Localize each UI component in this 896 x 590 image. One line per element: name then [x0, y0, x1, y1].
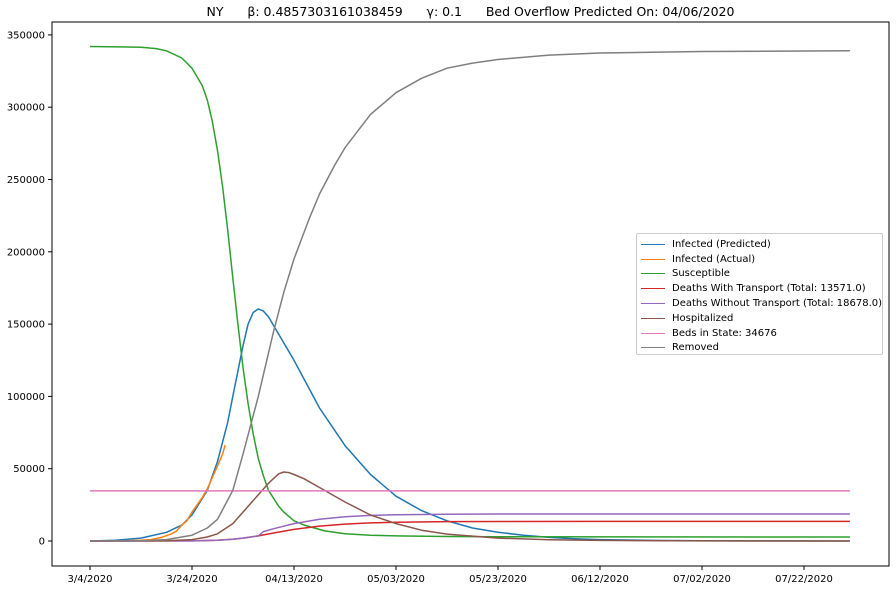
legend-swatch: [641, 273, 665, 275]
legend-label: Beds in State: 34676: [672, 327, 777, 339]
legend-label: Deaths With Transport (Total: 13571.0): [672, 283, 866, 295]
x-tick-label: 07/22/2020: [775, 574, 833, 585]
y-axis: 0 50000 100000 150000 200000 250000 300000 3500…: [7, 30, 52, 548]
y-tick-label: 250000: [7, 175, 45, 186]
legend-label: Infected (Predicted): [672, 238, 771, 250]
series-line-5: [89, 471, 850, 542]
legend-swatch: [641, 347, 665, 349]
legend-label: Susceptible: [672, 268, 730, 280]
x-tick-label: 07/02/2020: [673, 574, 731, 585]
legend-item: Hospitalized: [641, 311, 878, 326]
legend-label: Hospitalized: [672, 312, 734, 324]
x-tick-label: 3/4/2020: [68, 574, 113, 585]
y-tick-label: 50000: [13, 464, 45, 475]
legend-swatch: [641, 303, 665, 305]
legend-swatch: [641, 317, 665, 319]
y-tick-label: 350000: [7, 30, 45, 41]
series-line-4: [89, 513, 850, 542]
y-tick-label: 200000: [7, 247, 45, 258]
legend-item: Infected (Actual): [641, 252, 878, 267]
legend-item: Infected (Predicted): [641, 237, 878, 252]
y-tick-label: 100000: [7, 392, 45, 403]
series-layer: [89, 45, 850, 542]
series-line-7: [89, 50, 850, 542]
legend-item: Beds in State: 34676: [641, 326, 878, 341]
legend-swatch: [641, 243, 665, 245]
legend-swatch: [641, 332, 665, 334]
y-tick-label: 150000: [7, 320, 45, 331]
x-axis: 3/4/2020 3/24/2020 04/13/2020 05/03/2020 05/…: [68, 566, 833, 585]
series-line-2: [89, 45, 850, 538]
legend-swatch: [641, 288, 665, 290]
x-tick-label: 3/24/2020: [166, 574, 217, 585]
legend-item: Deaths Without Transport (Total: 18678.0…: [641, 296, 882, 311]
legend-swatch: [641, 258, 665, 260]
y-tick-label: 300000: [7, 103, 45, 114]
chart-title: NY β: 0.4857303161038459 γ: 0.1 Bed Over…: [206, 4, 735, 19]
series-line-1: [89, 444, 226, 542]
x-tick-label: 05/03/2020: [367, 574, 425, 585]
legend-label: Deaths Without Transport (Total: 18678.0…: [672, 298, 883, 310]
legend-label: Infected (Actual): [672, 253, 756, 265]
y-tick-label: 0: [39, 537, 45, 548]
legend-label: Removed: [672, 342, 719, 354]
x-tick-label: 05/23/2020: [469, 574, 527, 585]
plot-frame: [51, 21, 890, 567]
legend-item: Removed: [641, 341, 878, 356]
legend-item: Deaths With Transport (Total: 13571.0): [641, 281, 878, 296]
legend-item: Susceptible: [641, 267, 878, 282]
x-tick-label: 04/13/2020: [265, 574, 323, 585]
legend: Infected (Predicted) Infected (Actual) Sus…: [636, 233, 883, 355]
series-line-0: [89, 308, 850, 542]
x-tick-label: 06/12/2020: [571, 574, 629, 585]
